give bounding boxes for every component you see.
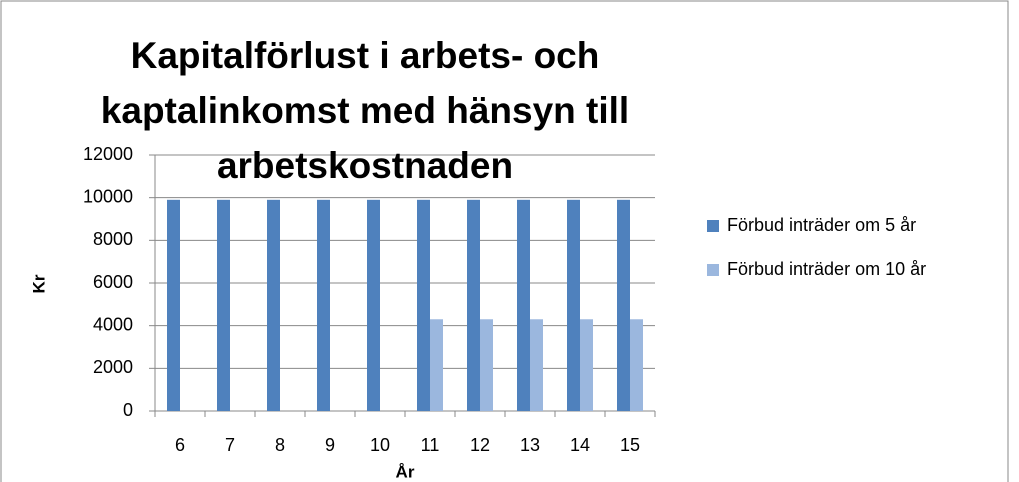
chart-title: Kapitalförlust i arbets- och — [131, 35, 600, 76]
x-tick-label: 11 — [421, 435, 440, 455]
y-tick-label: 6000 — [93, 272, 133, 292]
chart-title: arbetskostnaden — [217, 145, 513, 186]
x-tick-label: 15 — [620, 435, 640, 455]
bar — [567, 199, 580, 411]
bar — [267, 199, 280, 411]
x-tick-label: 8 — [275, 435, 285, 455]
x-tick-label: 10 — [370, 435, 390, 455]
x-axis-title: År — [396, 462, 415, 481]
legend-label: Förbud inträder om 5 år — [727, 215, 916, 235]
bar — [430, 319, 443, 411]
y-tick-label: 4000 — [93, 314, 133, 334]
bar — [217, 199, 230, 411]
x-tick-label: 7 — [225, 435, 235, 455]
y-tick-label: 10000 — [83, 186, 133, 206]
bar — [317, 199, 330, 411]
bar — [580, 319, 593, 411]
x-tick-label: 9 — [325, 435, 335, 455]
bar — [480, 319, 493, 411]
y-tick-label: 0 — [123, 400, 133, 420]
x-tick-label: 14 — [570, 435, 590, 455]
x-tick-label: 6 — [175, 435, 185, 455]
bar — [530, 319, 543, 411]
legend-swatch — [707, 264, 719, 276]
x-tick-label: 13 — [520, 435, 540, 455]
legend-swatch — [707, 220, 719, 232]
y-axis-title: Kr — [29, 274, 48, 293]
y-tick-label: 12000 — [83, 144, 133, 164]
x-tick-label: 12 — [470, 435, 490, 455]
bar — [417, 199, 430, 411]
y-tick-label: 8000 — [93, 229, 133, 249]
legend-label: Förbud inträder om 10 år — [727, 259, 926, 279]
bar — [367, 199, 380, 411]
bar — [517, 199, 530, 411]
bar — [467, 199, 480, 411]
bar — [617, 199, 630, 411]
bar — [167, 199, 180, 411]
chart-title: kaptalinkomst med hänsyn till — [101, 90, 629, 131]
bar — [630, 319, 643, 411]
y-tick-label: 2000 — [93, 357, 133, 377]
